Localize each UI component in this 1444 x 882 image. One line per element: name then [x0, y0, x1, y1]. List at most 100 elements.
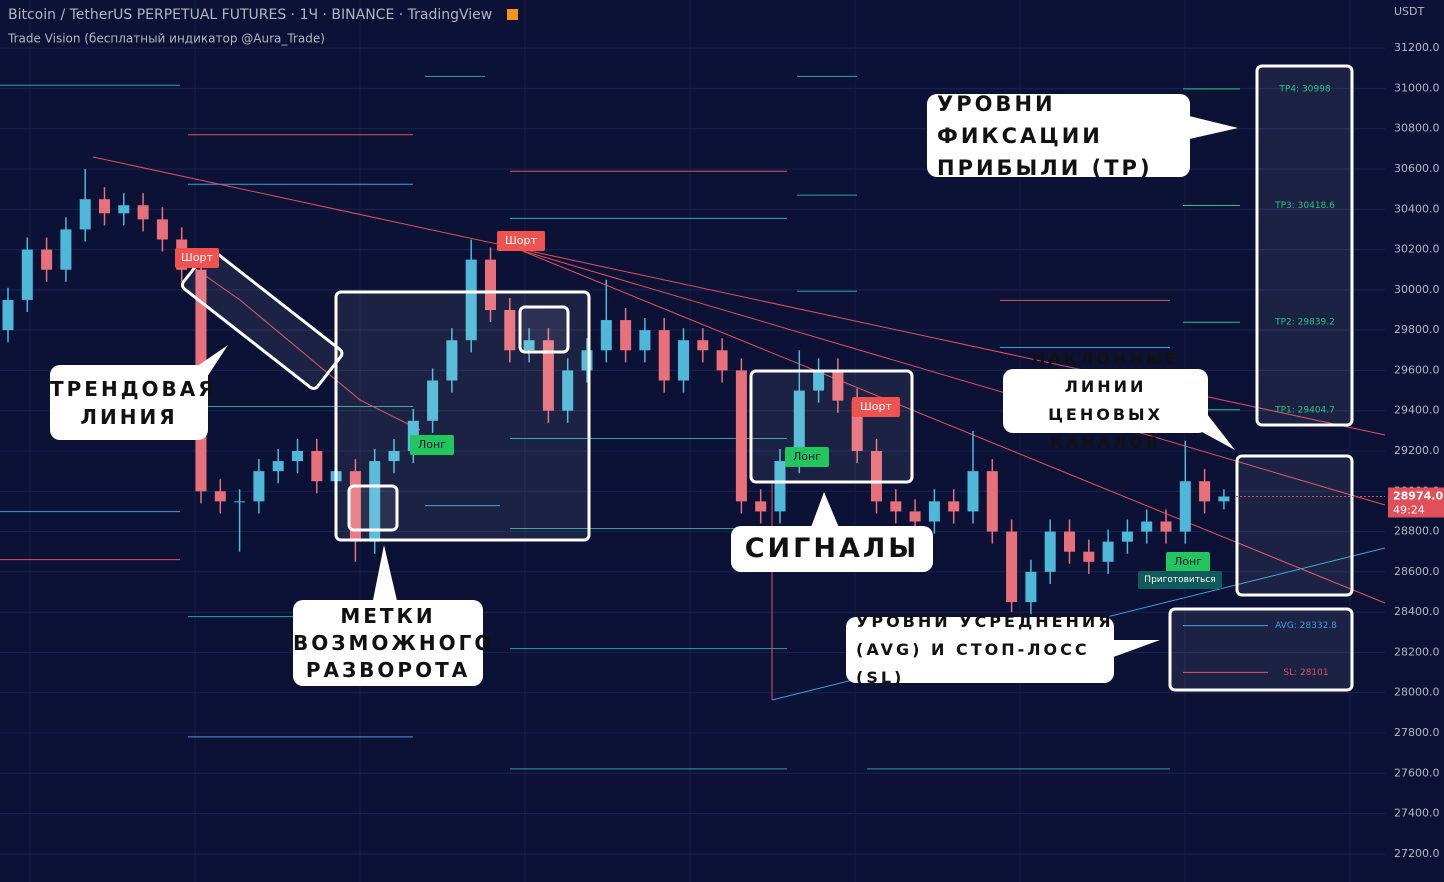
callout: УРОВНИ УСРЕДНЕНИЯ (AVG) И СТОП-ЛОСС (SL) [846, 612, 1114, 687]
y-tick-label: 30000.0 [1394, 283, 1440, 296]
highlight-boxes [180, 64, 1354, 692]
candle-body [1141, 521, 1153, 532]
avg-sl-panel [1168, 607, 1354, 692]
y-tick-label: 28800.0 [1394, 525, 1440, 538]
candle-body [2, 299, 14, 331]
candle-body [79, 199, 91, 230]
signal-short: Шорт [175, 248, 219, 268]
y-tick-label: 29200.0 [1394, 444, 1440, 457]
candle-body [1006, 531, 1018, 603]
pointer [1105, 640, 1160, 660]
candle-body [697, 340, 709, 351]
y-tick-label: 30600.0 [1394, 162, 1440, 175]
callout-line: ПРИБЫЛИ (TP) [937, 155, 1153, 180]
y-tick-label: 29400.0 [1394, 404, 1440, 417]
y-tick-label: 27200.0 [1394, 847, 1440, 860]
candle-body [1083, 551, 1095, 562]
callout: НАКЛОННЫЕ ЛИНИИ ЦЕНОВЫХ КАНАЛОВ [1003, 349, 1208, 452]
signal-text: Лонг [1174, 555, 1202, 568]
chart-title: Bitcoin / TetherUS PERPETUAL FUTURES · 1… [8, 7, 492, 23]
candle-body [620, 320, 632, 351]
highlight-box [334, 290, 591, 542]
candle-body [986, 471, 998, 532]
candle-body [1179, 481, 1191, 532]
candle-body [581, 350, 593, 371]
candle-body [214, 491, 226, 502]
tp-level-label: SL: 28101 [1283, 668, 1328, 678]
candle-body [678, 340, 689, 381]
candle-body [369, 461, 381, 542]
candle-body [639, 330, 651, 351]
callout-line: НАКЛОННЫЕ ЛИНИИ [1031, 349, 1180, 396]
candle-body [234, 501, 246, 503]
candle-body [1218, 496, 1230, 502]
candle-body [60, 229, 72, 270]
candle-body [967, 471, 979, 512]
callout-line: ЛИНИЯ [80, 404, 178, 429]
candle-body [755, 501, 767, 512]
candle-body [774, 461, 786, 512]
callout: ТРЕНДОВАЯ ЛИНИЯ [50, 365, 214, 440]
trend-line [519, 249, 1386, 604]
candle-body [735, 370, 747, 502]
candle-body [99, 199, 110, 214]
candle-body [349, 471, 361, 542]
signal-text: Лонг [418, 438, 446, 451]
grid [0, 0, 1385, 882]
candle-body [813, 370, 825, 391]
y-tick-label: 27800.0 [1394, 726, 1440, 739]
signal-short: Шорт [852, 397, 900, 417]
axis-background [1385, 0, 1444, 882]
callout: СИГНАЛЫ [731, 526, 933, 572]
y-tick-label: 30400.0 [1394, 202, 1440, 215]
candle-body [871, 451, 882, 502]
last-price-label: 28974.0 [1393, 490, 1443, 503]
callout-line: ВОЗМОЖНОГО [293, 630, 495, 655]
tp-level-label: AVG: 28332.8 [1275, 621, 1337, 631]
trend-line [519, 249, 1386, 506]
y-tick-label: 29800.0 [1394, 323, 1440, 336]
highlight-box [518, 305, 570, 354]
tp-level-label: TP2: 29839.2 [1274, 318, 1335, 328]
highlight-box [1235, 454, 1354, 597]
indicator-name: Trade Vision (бесплатный индикатор @Aura… [7, 32, 325, 46]
candle-body [658, 330, 670, 381]
highlight-box [749, 369, 914, 484]
callout: УРОВНИ ФИКСАЦИИ ПРИБЫЛИ (TP) [927, 92, 1190, 180]
candle-body [292, 451, 303, 462]
callout: МЕТКИ ВОЗМОЖНОГО РАЗВОРОТА [293, 600, 495, 686]
highlight-box [347, 484, 399, 532]
tp-panel [1255, 64, 1354, 427]
tp-level-label: TP4: 30998 [1278, 84, 1330, 94]
callout-line: МЕТКИ [340, 603, 436, 628]
candle-body [523, 340, 535, 351]
candle-body [909, 511, 921, 522]
candle-body [504, 310, 516, 351]
y-tick-label: 30800.0 [1394, 122, 1440, 135]
callout-line: УРОВНИ УСРЕДНЕНИЯ [856, 612, 1114, 631]
candle-body [1064, 531, 1075, 552]
candle-body [485, 259, 496, 310]
candle-body [427, 380, 439, 421]
candle-body [542, 340, 554, 411]
callout-line: (AVG) И СТОП-ЛОСС (SL) [856, 640, 1090, 687]
signal-text: Лонг [793, 450, 821, 463]
last-price-tag [1388, 487, 1444, 518]
signal-prepare: Приготовиться [1138, 571, 1222, 589]
candle-body [793, 390, 805, 462]
trend-line [189, 264, 421, 431]
candle-body [890, 501, 902, 512]
y-tick-label: 31000.0 [1394, 81, 1440, 94]
candle-body [465, 259, 477, 341]
candle-body [851, 400, 863, 451]
pointer [372, 545, 398, 605]
candle-body [21, 249, 33, 300]
candle-body [948, 501, 960, 512]
signal-long: Лонг [1166, 552, 1210, 572]
y-tick-label: 28000.0 [1394, 686, 1440, 699]
candle-body [253, 471, 265, 502]
candle-body [1025, 571, 1037, 603]
tp-level-label: TP3: 30418.6 [1274, 201, 1335, 211]
candle-body [272, 461, 284, 472]
axis-unit: USDT [1394, 5, 1425, 18]
